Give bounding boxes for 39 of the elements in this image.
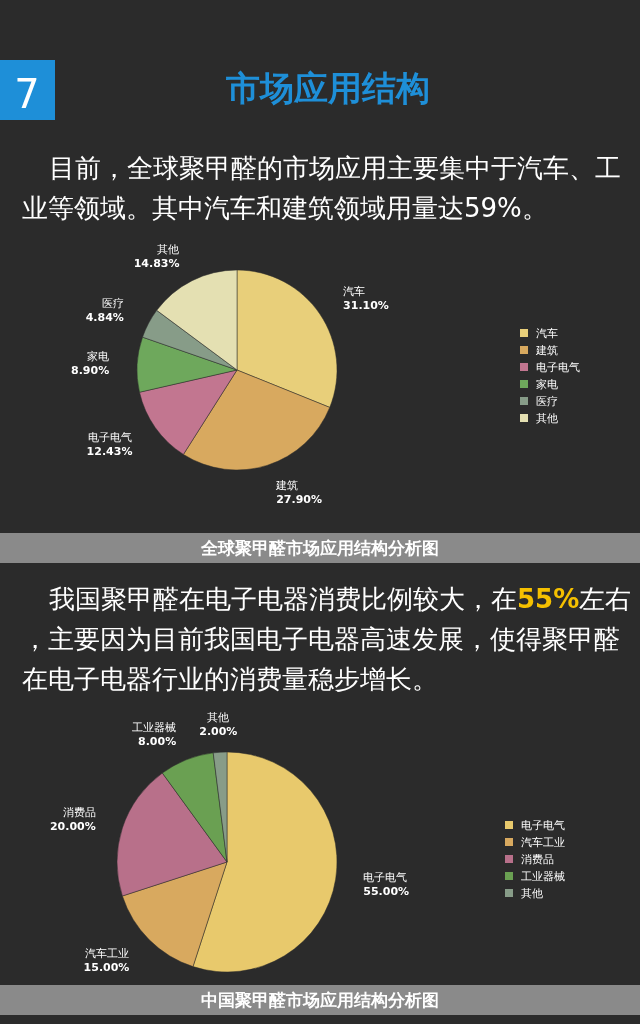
data-label: 15.00% [83, 960, 130, 974]
slice-label: 消费品 [62, 806, 96, 820]
legend-label: 医疗 [536, 395, 558, 408]
data-label: 27.90% [276, 492, 322, 506]
slice-label: 建筑 [275, 478, 299, 492]
slice-label: 其他 [207, 711, 230, 725]
data-label: 4.84% [85, 311, 124, 325]
legend-label: 其他 [536, 412, 558, 425]
slice-label: 汽车工业 [85, 946, 130, 960]
data-label: 2.00% [199, 725, 238, 739]
slice-label: 汽车 [343, 285, 366, 299]
legend-label: 家电 [536, 378, 558, 391]
legend-label: 汽车 [536, 327, 558, 340]
data-label: 20.00% [49, 820, 96, 834]
legend-label: 消费品 [521, 853, 554, 866]
legend-label: 建筑 [535, 344, 558, 357]
slice-label: 其他 [157, 242, 180, 256]
data-label: 8.90% [71, 363, 110, 377]
text: 中国聚甲醛市场应用结构分析图 [201, 990, 439, 1010]
chart-title: 市场应用结构 [225, 68, 430, 108]
data-label: 31.10% [343, 299, 389, 313]
legend-label: 工业器械 [521, 870, 565, 883]
slice-label: 家电 [87, 349, 110, 363]
slice-label: 医疗 [101, 297, 124, 311]
legend-label: 电子电气 [521, 819, 565, 832]
text: 全球聚甲醛市场应用结构分析图 [200, 538, 439, 558]
slice-label: 电子电气 [363, 870, 408, 884]
data-label: 8.00% [138, 734, 177, 748]
paragraph: 我国聚甲醛在电子电器消费比例较大，在55%左右，主要因为目前我国电子电器高速发展，使得聚甲醛在电子电器行业的消费量稳步增长。 [22, 584, 632, 694]
legend-label: 汽车工业 [521, 836, 565, 849]
text: 7 [14, 71, 40, 117]
legend-label: 电子电气 [536, 361, 580, 374]
slice-label: 电子电气 [88, 430, 133, 444]
legend-label: 其他 [521, 887, 543, 900]
data-label: 12.43% [86, 444, 133, 458]
data-label: 14.83% [133, 256, 180, 270]
paragraph: 目前，全球聚甲醛的市场应用主要集中于汽车、工业等领域。其中汽车和建筑领域用量达59%。 [22, 153, 621, 223]
data-label: 55.00% [363, 884, 410, 898]
slice-label: 工业器械 [132, 720, 177, 734]
